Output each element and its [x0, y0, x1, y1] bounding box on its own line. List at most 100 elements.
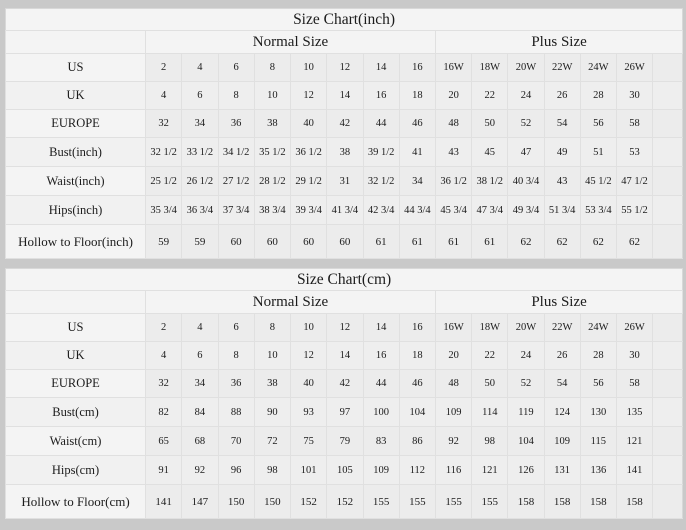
- data-cell: 6: [181, 81, 219, 110]
- data-cell: 16: [362, 341, 400, 370]
- chart-title-row: Size Chart(inch): [5, 8, 683, 31]
- data-cell: 38 1/2: [471, 166, 509, 196]
- data-cell: 10: [289, 53, 328, 82]
- data-cell: 150: [253, 484, 292, 519]
- data-cell: 38: [253, 109, 292, 138]
- data-cell: 29 1/2: [289, 166, 328, 196]
- data-cell: 98: [471, 426, 509, 456]
- row-tail-spacer: [652, 137, 683, 167]
- group-header-normal-size: Normal Size: [145, 290, 436, 314]
- row-tail-spacer: [652, 369, 683, 398]
- data-cell: 2: [144, 53, 183, 82]
- data-cell: 121: [471, 455, 509, 485]
- data-cell: 8: [217, 81, 255, 110]
- data-cell: 33 1/2: [181, 137, 219, 167]
- row-header-label: Bust(inch): [5, 137, 146, 167]
- data-cell: 4: [144, 81, 183, 110]
- data-cell: 47: [507, 137, 545, 167]
- row-header-label: Bust(cm): [5, 397, 146, 427]
- data-cell: 20: [434, 81, 473, 110]
- data-cell: 16: [398, 53, 437, 82]
- data-cell: 100: [362, 397, 400, 427]
- data-cell: 18W: [471, 53, 509, 82]
- data-cell: 82: [144, 397, 183, 427]
- data-cell: 35 3/4: [144, 195, 183, 225]
- data-cell: 53 3/4: [579, 195, 617, 225]
- data-cell: 61: [362, 224, 400, 259]
- data-cell: 44: [362, 109, 400, 138]
- data-cell: 26: [543, 341, 581, 370]
- data-cell: 45 1/2: [579, 166, 617, 196]
- data-cell: 22: [471, 81, 509, 110]
- data-cell: 52: [507, 369, 545, 398]
- row-tail-spacer: [652, 195, 683, 225]
- row-tail-spacer: [652, 224, 683, 259]
- row-header-label: US: [5, 53, 146, 82]
- row-header-label: UK: [5, 341, 146, 370]
- data-cell: 38: [253, 369, 292, 398]
- data-cell: 10: [253, 81, 292, 110]
- data-cell: 22W: [543, 53, 581, 82]
- data-cell: 24: [507, 341, 545, 370]
- table-row: Bust(cm) 82 84 88 90 93 97 100 104 109 114 119 124 13…: [5, 397, 683, 427]
- data-cell: 61: [398, 224, 437, 259]
- group-header-row: Normal Size Plus Size: [5, 30, 684, 54]
- data-cell: 58: [615, 369, 654, 398]
- data-cell: 112: [398, 455, 437, 485]
- row-tail-spacer: [652, 484, 683, 519]
- data-cell: 48: [434, 109, 473, 138]
- data-cell: 119: [507, 397, 545, 427]
- data-cell: 124: [543, 397, 581, 427]
- row-header-label: US: [5, 313, 146, 342]
- data-cell: 4: [181, 313, 219, 342]
- data-cell: 62: [507, 224, 545, 259]
- data-cell: 34: [398, 166, 437, 196]
- data-cell: 41 3/4: [326, 195, 364, 225]
- data-cell: 49 3/4: [507, 195, 545, 225]
- data-cell: 24: [507, 81, 545, 110]
- data-cell: 61: [434, 224, 473, 259]
- data-cell: 14: [326, 81, 364, 110]
- data-cell: 40: [289, 369, 328, 398]
- row-header-label: Waist(cm): [5, 426, 146, 456]
- data-cell: 28: [579, 341, 617, 370]
- data-cell: 59: [144, 224, 183, 259]
- size-chart-table-inch: Size Chart(inch) Normal Size Plus Size US 2 4…: [5, 8, 684, 259]
- data-cell: 58: [615, 109, 654, 138]
- data-cell: 14: [362, 313, 400, 342]
- data-cell: 4: [181, 53, 219, 82]
- data-cell: 109: [543, 426, 581, 456]
- table-row: EUROPE 32 34 36 38 40 42 44 46 48 50 52 54 56 58: [5, 109, 683, 138]
- data-cell: 22W: [543, 313, 581, 342]
- table-row: Hips(cm) 91 92 96 98 101 105 109 112 116 121 126 131…: [5, 455, 683, 485]
- data-cell: 59: [181, 224, 219, 259]
- table-row: Hollow to Floor(cm) 141 147 150 150 152 152 155…: [5, 484, 683, 519]
- data-cell: 40: [289, 109, 328, 138]
- data-cell: 84: [181, 397, 219, 427]
- data-cell: 16W: [434, 313, 473, 342]
- data-cell: 52: [507, 109, 545, 138]
- group-header-spacer: [5, 30, 146, 54]
- data-cell: 39 1/2: [362, 137, 400, 167]
- row-tail-spacer: [652, 313, 683, 342]
- data-cell: 70: [217, 426, 255, 456]
- data-cell: 47 1/2: [615, 166, 654, 196]
- data-cell: 46: [398, 109, 437, 138]
- data-cell: 92: [181, 455, 219, 485]
- data-cell: 34 1/2: [217, 137, 255, 167]
- data-cell: 30: [615, 341, 654, 370]
- table-row: Bust(inch) 32 1/2 33 1/2 34 1/2 35 1/2 36 1/2…: [5, 137, 683, 167]
- data-cell: 50: [471, 369, 509, 398]
- data-cell: 30: [615, 81, 654, 110]
- data-cell: 56: [579, 369, 617, 398]
- data-cell: 12: [326, 313, 364, 342]
- data-cell: 152: [326, 484, 364, 519]
- data-cell: 104: [507, 426, 545, 456]
- data-cell: 24W: [579, 53, 617, 82]
- charts-container: Size Chart(inch) Normal Size Plus Size US 2 4…: [5, 8, 684, 519]
- group-header-plus-size: Plus Size: [434, 290, 684, 314]
- data-cell: 37 3/4: [217, 195, 255, 225]
- data-cell: 53: [615, 137, 654, 167]
- data-cell: 45: [471, 137, 509, 167]
